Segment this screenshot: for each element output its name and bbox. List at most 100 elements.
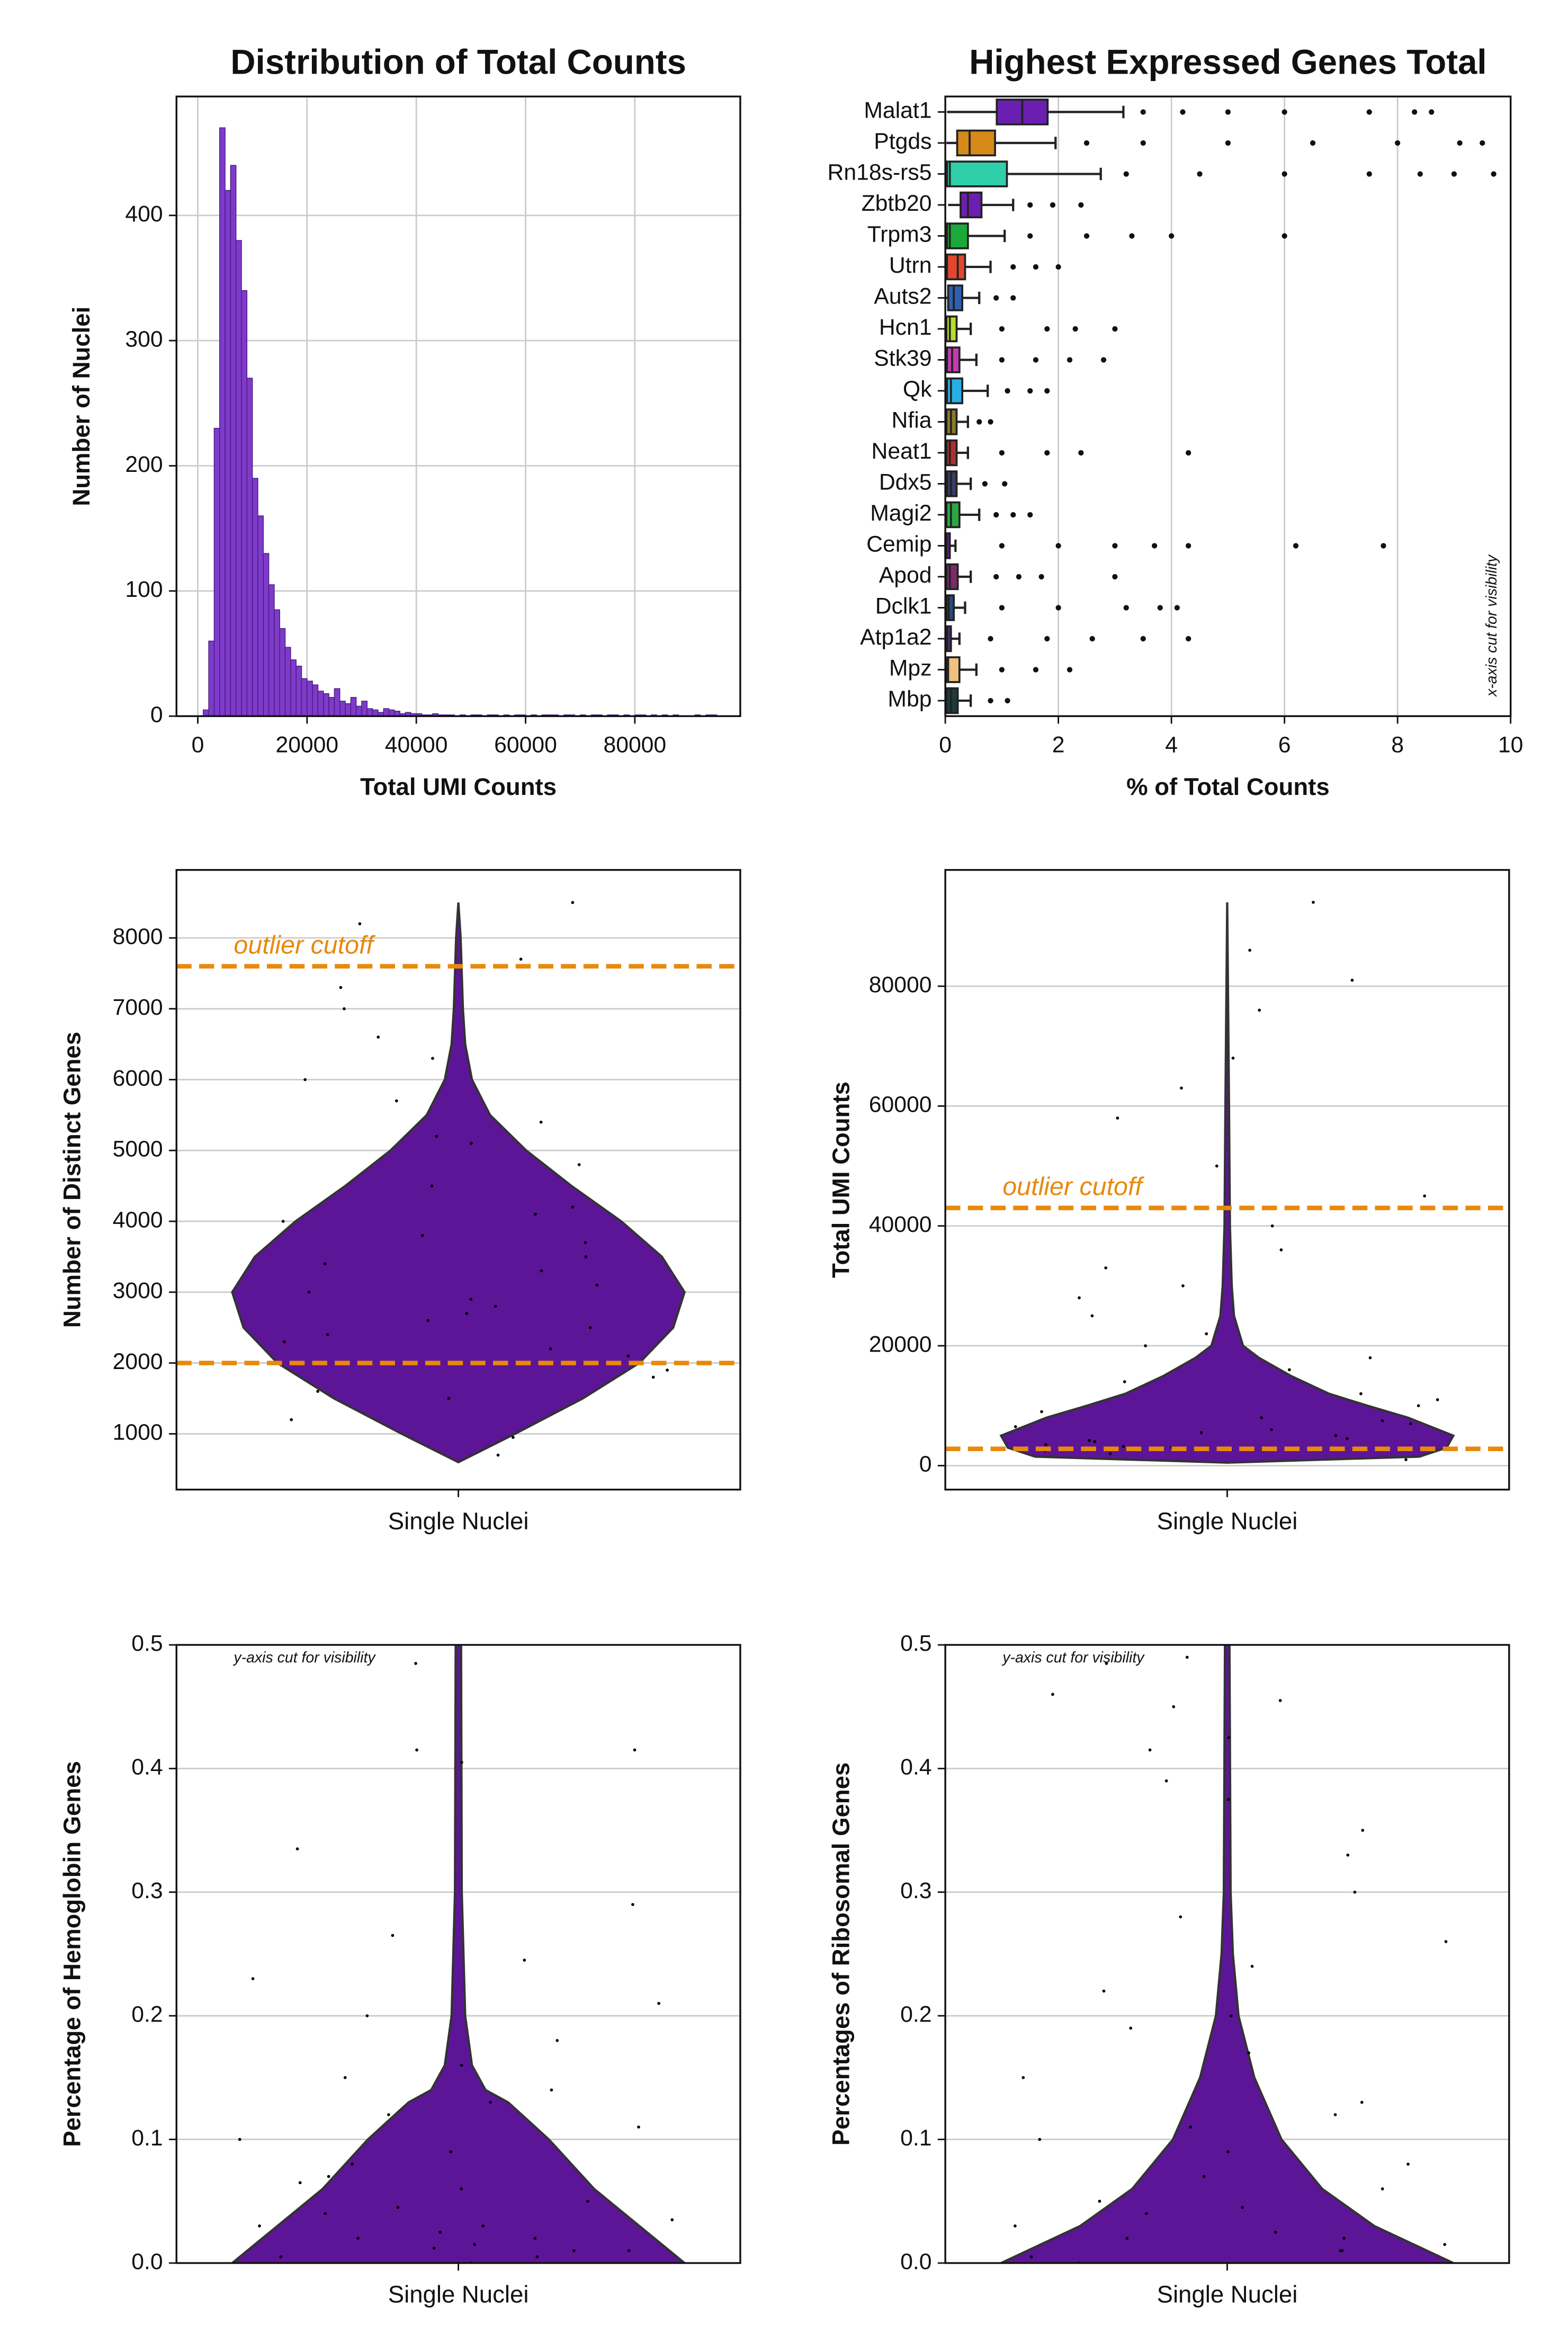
point [519,958,523,961]
y-tick-label: 4000 [113,1207,163,1232]
bar [323,693,329,717]
flier [1083,140,1090,146]
point [473,2243,476,2246]
box [960,191,983,219]
point [295,1847,299,1850]
y-tick-label: Zbtb20 [862,191,932,216]
point [1102,1989,1106,1993]
y-axis-label: Number of Distinct Genes [59,1032,86,1328]
y-tick-label: 7000 [113,995,163,1020]
x-axis-label: Total UMI Counts [360,773,557,800]
point [1288,1368,1291,1372]
point [1088,1438,1091,1442]
bar [345,703,352,717]
point [1122,1445,1125,1448]
y-tick-label: Qk [903,377,932,402]
point [1116,1116,1119,1120]
flier [1225,109,1231,115]
bar [268,584,275,717]
point [356,2237,360,2240]
bar [284,647,291,717]
y-tick-label: 0.0 [131,2249,163,2274]
bar [290,659,297,717]
flier [999,450,1005,456]
point [577,1163,581,1166]
flier [1412,109,1418,115]
flier [1381,543,1386,549]
point [481,2224,485,2228]
bar [263,553,270,717]
bar [219,127,226,717]
box [945,563,959,591]
flier [1180,109,1186,115]
point [1368,1356,1372,1360]
bar [274,609,280,717]
flier [1055,543,1061,549]
bar [339,701,346,717]
flier [1129,233,1135,239]
bar [246,378,253,717]
bar [279,628,286,717]
flier [1186,450,1191,456]
flier [999,357,1005,363]
y-axis-label: Percentages of Ribosomal Genes [828,1763,855,2146]
point [431,1057,434,1060]
flier [1027,388,1033,394]
point [534,1212,537,1216]
point [1359,1392,1363,1396]
flier [1140,140,1146,146]
chart-title: Distribution of Total Counts [230,43,686,82]
x-tick-label: 40000 [385,732,448,757]
point [588,1326,592,1329]
y-tick-label: 6000 [113,1066,163,1091]
point [1226,2150,1230,2153]
flier [1451,171,1457,177]
point [666,1369,669,1372]
bar [383,708,390,717]
point [1148,1748,1152,1752]
plot-area [176,1644,740,2264]
axes-frame [175,1644,741,2264]
y-tick-label: 80000 [869,972,932,997]
flier [1457,140,1463,146]
box [946,346,961,373]
point [1274,2230,1277,2234]
y-tick-label: Ptgds [874,129,931,154]
point [657,2001,660,2005]
point [1381,2187,1384,2190]
bar [355,705,362,717]
flier [999,605,1005,611]
flier [1417,171,1423,177]
point [396,2206,400,2209]
point [377,1035,380,1039]
flier [1078,202,1084,208]
box [946,160,1008,187]
flier [1157,605,1163,611]
point [1108,1452,1112,1455]
bar [307,681,313,717]
point [460,1760,463,1764]
flier [1050,202,1056,208]
flier [1282,233,1287,239]
violin [1000,1644,1454,2264]
point [290,1418,293,1421]
point [465,1312,469,1315]
point [1145,2212,1148,2215]
point [339,986,343,989]
x-tick-label: 0 [192,732,204,757]
flier [1044,326,1050,332]
point [1185,1656,1189,1659]
point [1215,1164,1218,1168]
y-tick-label: 2000 [113,1349,163,1374]
point [533,2237,537,2240]
axes-frame [944,1644,1510,2264]
bar [366,708,373,717]
flier [1078,450,1084,456]
point [1346,1853,1350,1857]
point [438,2230,442,2234]
point [460,2187,463,2190]
point [571,1205,575,1209]
flier [1033,357,1039,363]
